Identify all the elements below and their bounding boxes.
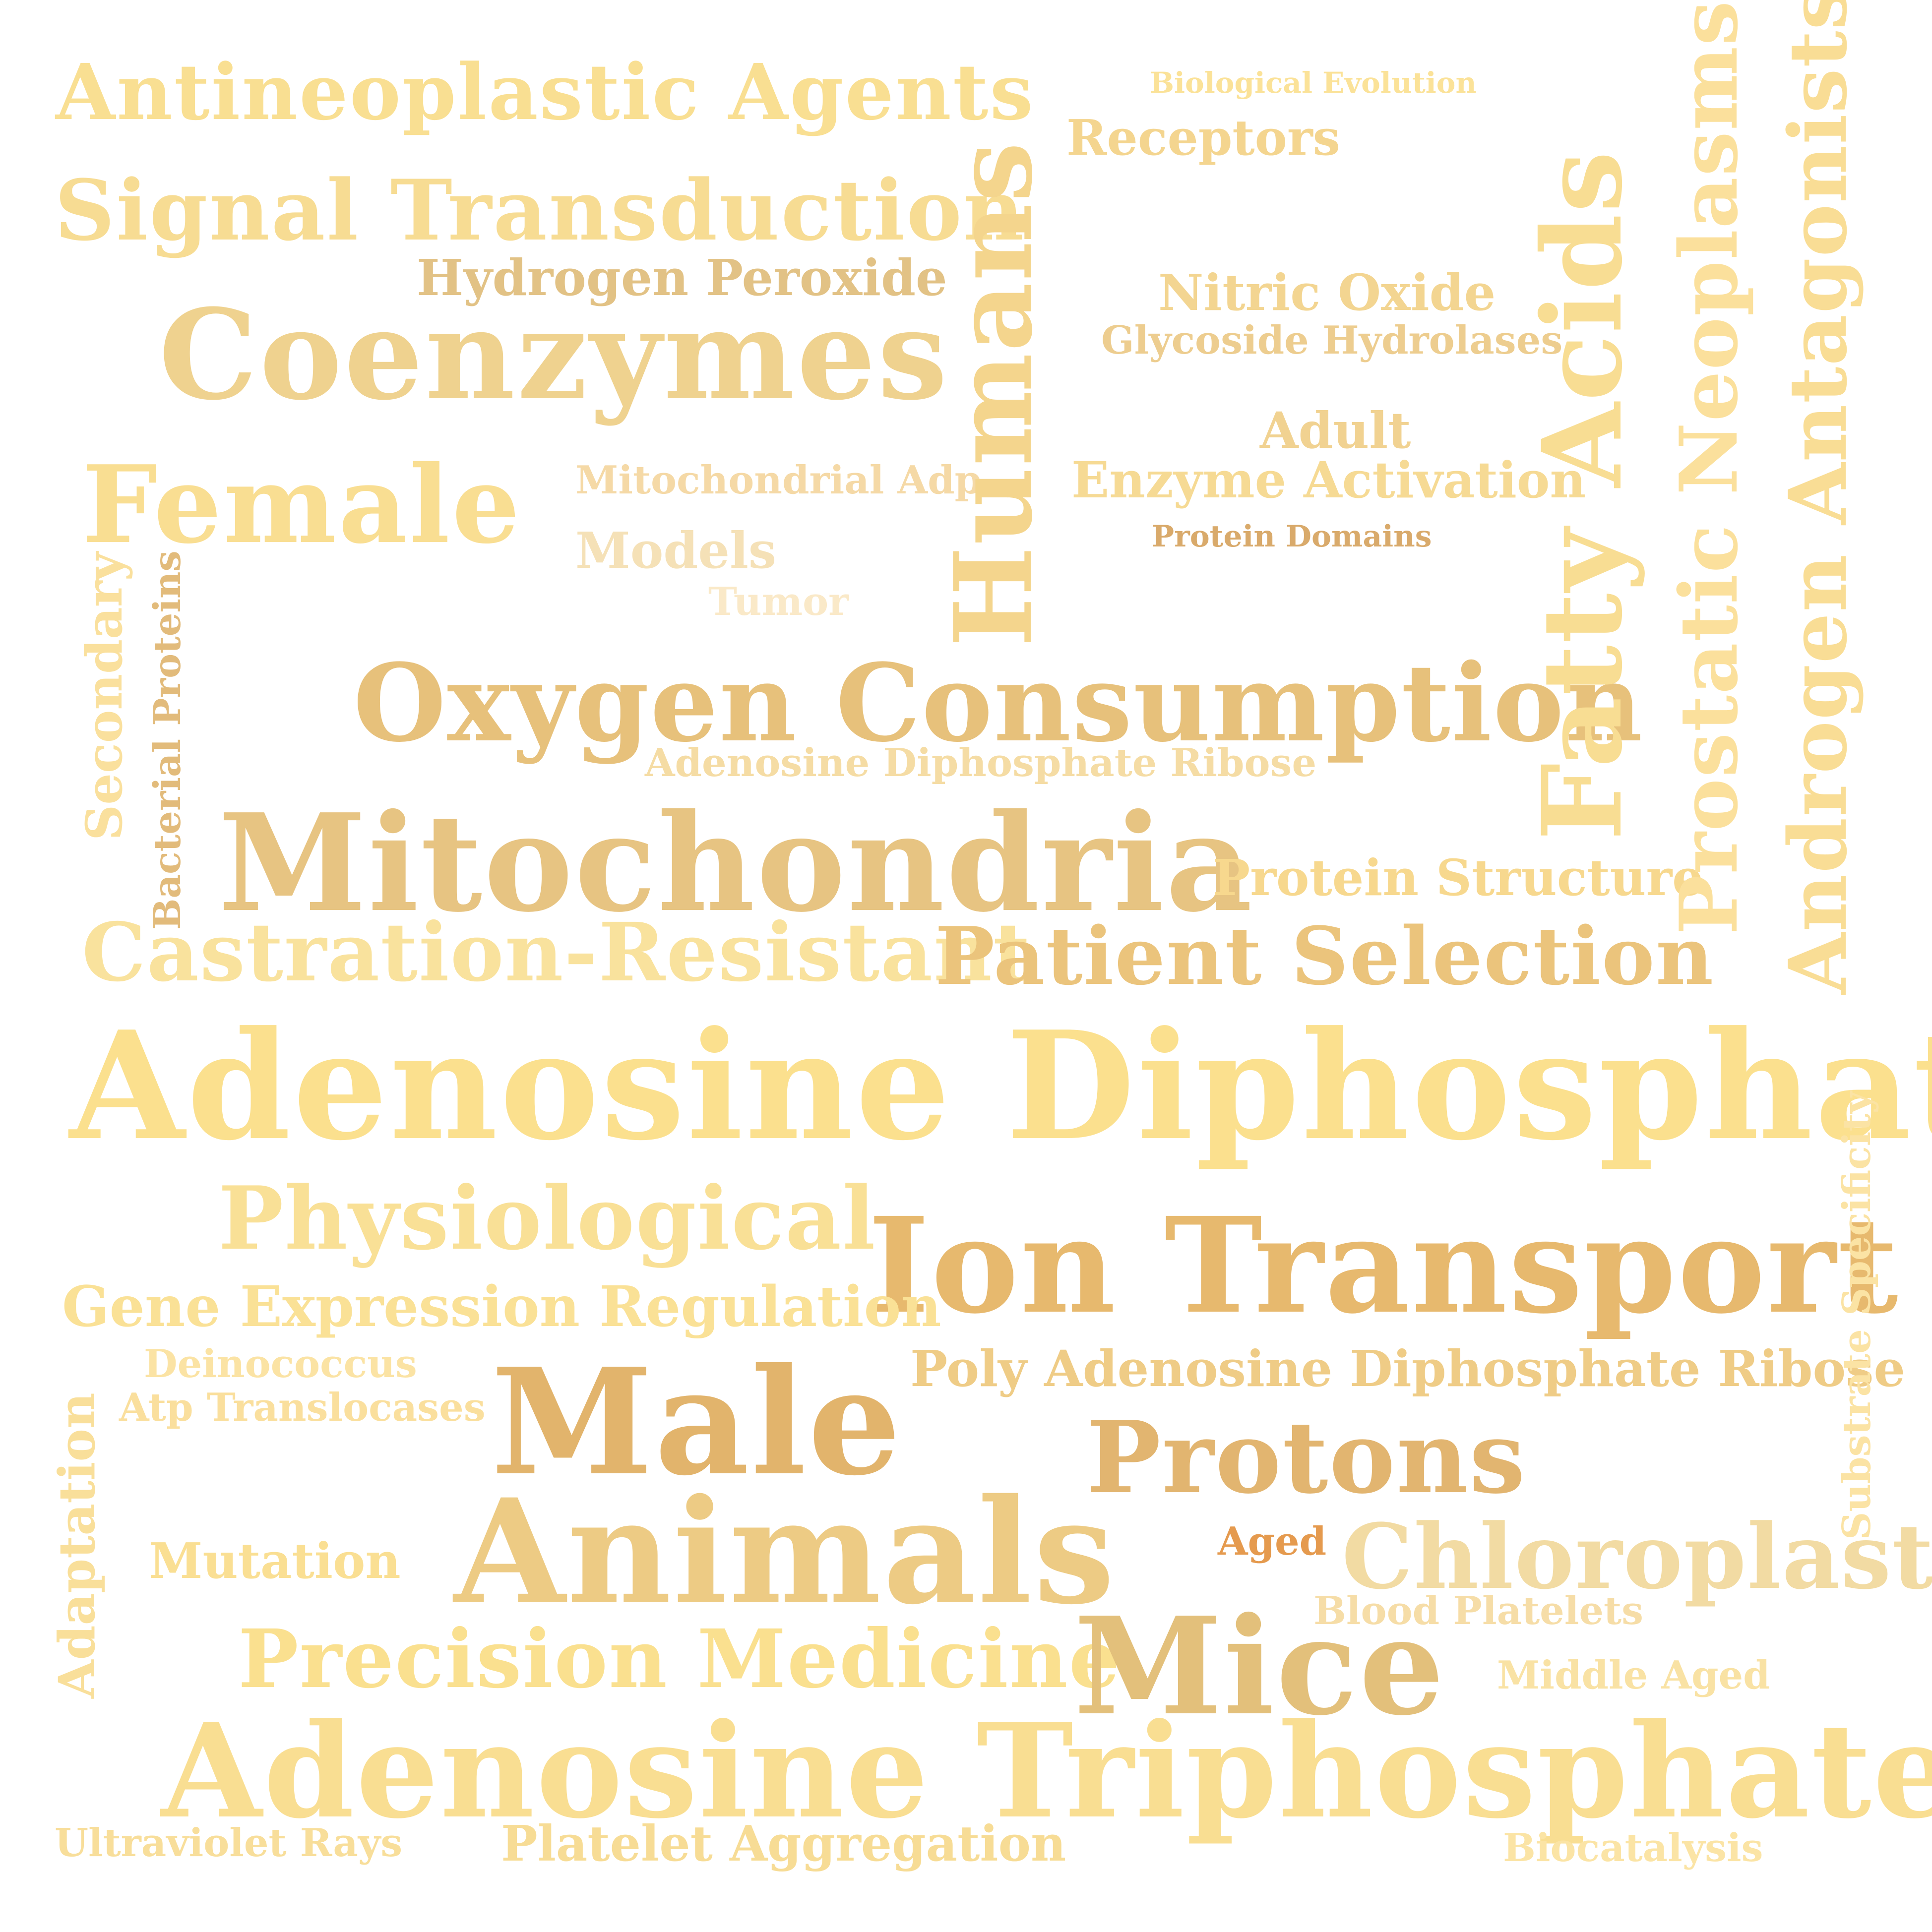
word-protons: Protons (1086, 1399, 1526, 1516)
word-antineoplastic-agents: Antineoplastic Agents (56, 47, 1035, 137)
word-secondary: Secondary (75, 552, 133, 841)
word-humans: Humans (931, 140, 1056, 647)
word-platelet-aggregation: Platelet Aggregation (501, 1815, 1066, 1872)
word-physiological: Physiological (218, 1168, 876, 1269)
word-models: Models (575, 521, 777, 580)
word-adenosine-diphosphate-ribose: Adenosine Diphosphate Ribose (645, 740, 1317, 785)
word-adaptation: Adaptation (48, 1392, 106, 1698)
word-mice: Mice (1074, 1587, 1446, 1745)
word-middle-aged: Middle Aged (1497, 1653, 1770, 1698)
word-glycoside-hydrolases: Glycoside Hydrolases (1101, 318, 1563, 363)
word-bacterial-proteins: Bacterial Proteins (145, 550, 189, 930)
word-blood-platelets: Blood Platelets (1313, 1588, 1643, 1633)
word-signal-transduction: Signal Transduction (55, 161, 1026, 259)
word-female: Female (82, 442, 522, 567)
word-enzyme-activation: Enzyme Activation (1071, 451, 1586, 509)
word-animals: Animals (454, 1468, 1117, 1636)
word-protein-structure: Protein Structure (1213, 848, 1704, 907)
word-coenzymes: Coenzymes (159, 282, 950, 427)
word-castration-resistant: Castration-Resistant (82, 906, 1031, 1000)
word-ion-transport: Ion Transport (868, 1189, 1900, 1343)
word-patient-selection: Patient Selection (935, 909, 1715, 1003)
word-oxygen-consumption: Oxygen Consumption (353, 640, 1644, 766)
word-adenosine-diphosphate: Adenosine Diphosphate (69, 998, 1932, 1173)
word-adenosine-triphosphate: Adenosine Triphosphate (161, 1694, 1932, 1847)
word-chloroplasts: Chloroplasts (1342, 1505, 1932, 1609)
word-adult: Adult (1260, 401, 1411, 460)
word-mutation: Mutation (149, 1533, 401, 1590)
word-mitochondrial-adp: Mitochondrial Adp (575, 458, 982, 503)
word-nitric-oxide: Nitric Oxide (1158, 263, 1496, 322)
word-hydrogen-peroxide: Hydrogen Peroxide (417, 248, 947, 307)
word-tumor: Tumor (708, 579, 849, 624)
word-fatty-acids: Fatty Acids (1518, 149, 1646, 841)
word-deinococcus: Deinococcus (144, 1341, 417, 1387)
word-atp-translocases: Atp Translocases (119, 1385, 486, 1430)
word-ultraviolet-rays: Ultraviolet Rays (55, 1820, 403, 1866)
word-androgen-antagonists: Androgen Antagonists (1771, 0, 1865, 994)
word-receptors: Receptors (1066, 110, 1340, 167)
word-gene-expression-regulation: Gene Expression Regulation (62, 1274, 941, 1339)
word-precision-medicine: Precision Medicine (238, 1612, 1121, 1706)
word-poly-adenosine-diphosphate-ribose: Poly Adenosine Diphosphate Ribose (910, 1339, 1906, 1398)
word-male: Male (491, 1336, 903, 1508)
word-substrate-specificity: Substrate Specificity (1834, 1091, 1879, 1540)
word-mitochondria: Mitochondria (218, 784, 1254, 942)
word-biocatalysis: Biocatalysis (1503, 1825, 1763, 1871)
word-biological-evolution: Biological Evolution (1150, 66, 1477, 100)
word-prostatic-neoplasms: Prostatic Neoplasms (1662, 0, 1755, 935)
word-protein-domains: Protein Domains (1152, 519, 1432, 554)
word-aged: Aged (1218, 1519, 1327, 1564)
